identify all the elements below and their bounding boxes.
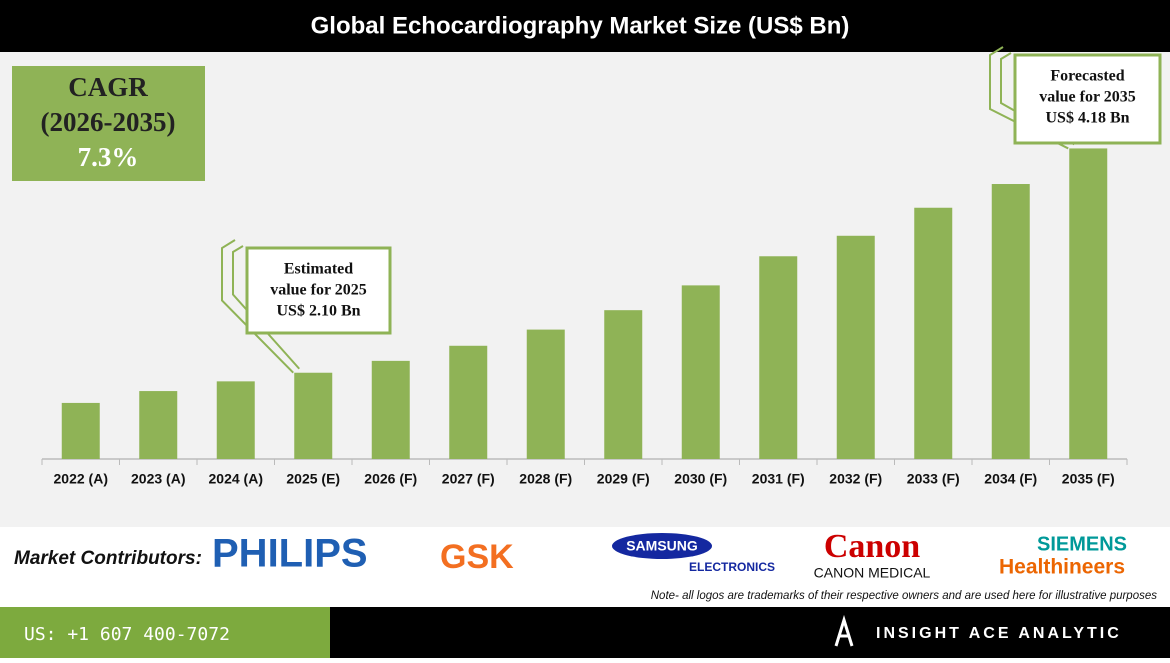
x-tick-label: 2026 (F) xyxy=(364,471,417,487)
logo-siemens: SIEMENS xyxy=(1037,533,1127,555)
callout-text: Estimated xyxy=(284,261,353,278)
bar xyxy=(139,391,178,459)
x-tick-label: 2024 (A) xyxy=(209,471,263,487)
callout-text: value for 2035 xyxy=(1039,89,1136,106)
bar xyxy=(836,235,875,459)
callout-box xyxy=(1013,53,1162,145)
brand-icon xyxy=(834,614,854,647)
bar xyxy=(294,372,333,459)
value-label: US$ 4.18 Bn xyxy=(1045,110,1129,127)
bar xyxy=(526,329,565,459)
x-tick-label: 2022 (A) xyxy=(54,471,108,487)
bar xyxy=(61,402,100,459)
cagr-box xyxy=(12,66,205,181)
logo-canon: Canon xyxy=(824,528,920,565)
x-tick-label: 2025 (E) xyxy=(286,471,340,487)
x-tick-label: 2030 (F) xyxy=(674,471,727,487)
logo-healthineers: Healthineers xyxy=(999,556,1125,579)
x-tick-label: 2035 (F) xyxy=(1062,471,1115,487)
value-label: US$ 2.10 Bn xyxy=(276,303,360,320)
bar xyxy=(1069,148,1108,459)
contributors-label: Market Contributors: xyxy=(14,548,202,569)
footer-right xyxy=(330,607,1170,658)
bar xyxy=(371,360,410,459)
note: Note- all logos are trademarks of their … xyxy=(651,590,1157,602)
x-tick-label: 2029 (F) xyxy=(597,471,650,487)
samsung-oval xyxy=(612,533,712,559)
title: Global Echocardiography Market Size (US$… xyxy=(311,12,850,39)
x-tick-label: 2034 (F) xyxy=(984,471,1037,487)
x-tick-label: 2032 (F) xyxy=(829,471,882,487)
x-tick-label: 2023 (A) xyxy=(131,471,185,487)
callout-leader xyxy=(221,239,294,374)
bar xyxy=(991,184,1030,459)
callout-text: value for 2025 xyxy=(270,282,367,299)
bar xyxy=(914,207,953,459)
bar xyxy=(759,256,798,459)
x-tick-label: 2033 (F) xyxy=(907,471,960,487)
contributors-strip xyxy=(0,527,1170,607)
callout-box xyxy=(245,246,392,335)
cagr-label: CAGR xyxy=(68,72,148,102)
bar xyxy=(216,381,255,459)
bar xyxy=(604,310,643,459)
brand: INSIGHT ACE ANALYTIC xyxy=(876,625,1122,642)
footer-left xyxy=(0,607,330,658)
logo-gsk: GSK xyxy=(440,538,514,576)
logo-philips: PHILIPS xyxy=(212,532,368,576)
bar xyxy=(681,285,720,459)
x-tick-label: 2027 (F) xyxy=(442,471,495,487)
logo-samsung: SAMSUNG xyxy=(626,538,698,554)
cagr-value: 7.3% xyxy=(78,142,139,172)
logo-canon-medical: CANON MEDICAL xyxy=(814,565,931,581)
x-tick-label: 2028 (F) xyxy=(519,471,572,487)
callout-text: Forecasted xyxy=(1050,68,1124,85)
x-tick-label: 2031 (F) xyxy=(752,471,805,487)
cagr-period: (2026-2035) xyxy=(41,107,176,137)
logo-electronics: ELECTRONICS xyxy=(689,560,775,574)
bar xyxy=(449,345,488,459)
phone: US: +1 607 400-7072 xyxy=(24,624,230,645)
header-bar xyxy=(0,0,1170,52)
